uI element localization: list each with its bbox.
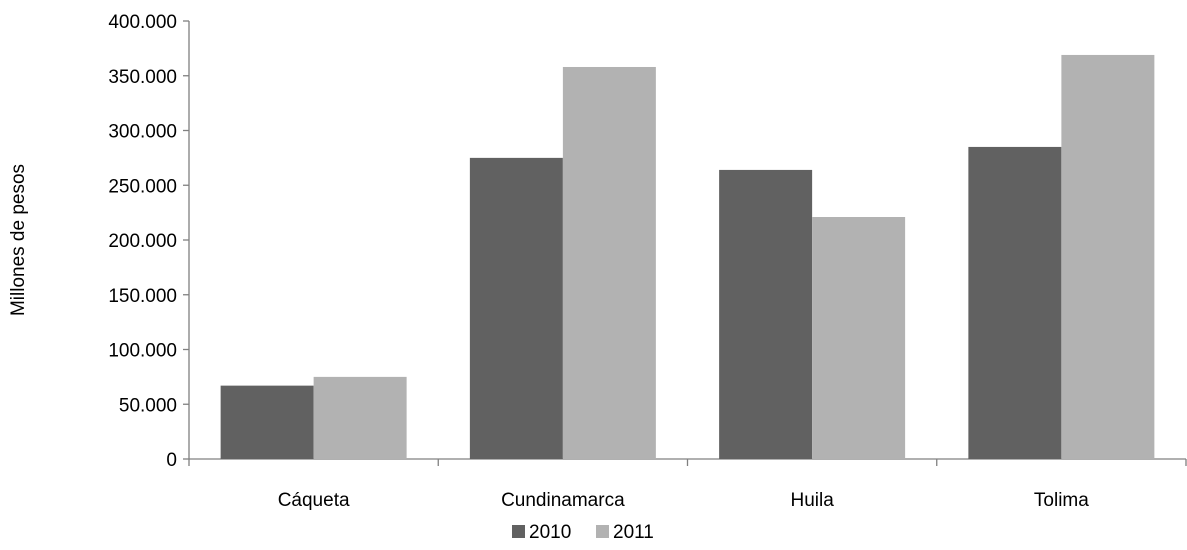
bar-2011 <box>1061 54 1155 459</box>
y-tick-label: 200.000 <box>108 231 177 252</box>
bar-2010 <box>469 157 563 459</box>
bar-2011 <box>562 66 656 460</box>
y-tick-label: 300.000 <box>108 122 177 143</box>
bars <box>220 54 1155 460</box>
x-category-label: Tolima <box>1034 490 1089 511</box>
legend-label: 2011 <box>613 522 654 543</box>
y-tick-label: 400.000 <box>108 12 177 33</box>
y-tick-label: 0 <box>166 450 177 471</box>
y-tick-label: 50.000 <box>119 395 177 416</box>
x-category-label: Cáqueta <box>278 490 350 511</box>
y-axis: 0 50.000 100.000 150.000 200.000 250.000 300.0… <box>108 12 190 471</box>
bar-2011 <box>313 376 407 459</box>
y-axis-title: Millones de pesos <box>8 164 29 316</box>
bar-2010 <box>968 146 1062 460</box>
bar-2010 <box>719 169 813 460</box>
bar-2011 <box>812 217 906 459</box>
y-tick-label: 350.000 <box>108 67 177 88</box>
x-axis: Cáqueta Cundinamarca Huila Tolima <box>188 458 1187 511</box>
x-category-label: Cundinamarca <box>501 490 625 511</box>
legend-swatch <box>596 525 609 538</box>
x-category-label: Huila <box>790 490 834 511</box>
y-tick-label: 250.000 <box>108 176 177 197</box>
bar-2010 <box>220 385 314 459</box>
legend-label: 2010 <box>529 522 571 543</box>
legend-swatch <box>512 525 525 538</box>
y-tick-label: 100.000 <box>108 341 177 362</box>
legend: 2010 2011 <box>512 522 654 543</box>
y-tick-label: 150.000 <box>108 286 177 307</box>
